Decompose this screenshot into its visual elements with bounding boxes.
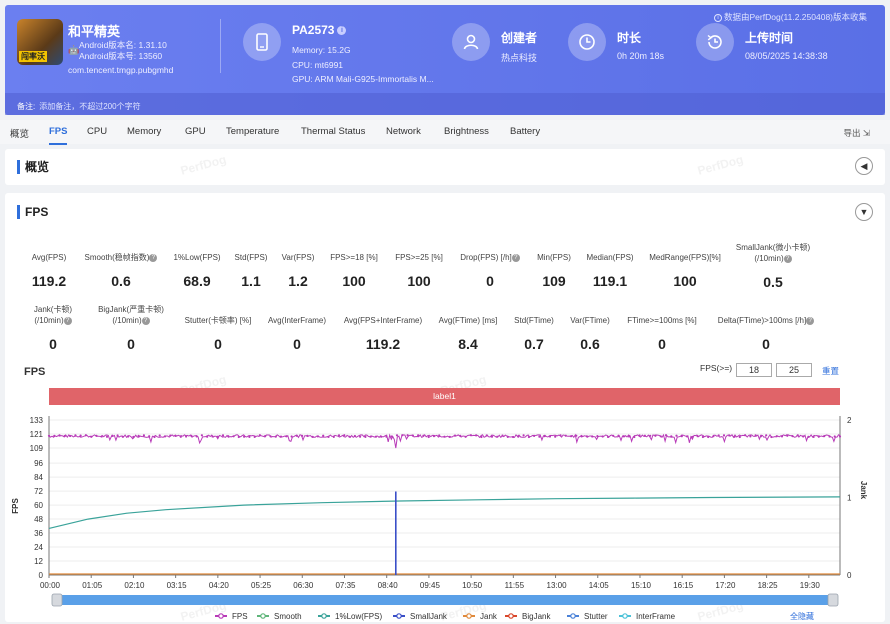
stat-avg-interframe: Avg(InterFrame) 0 [267, 316, 327, 352]
stat-drop-fps: Drop(FPS) [/h]? 0 [454, 252, 526, 289]
stat-medrange-fps: MedRange(FPS)[%] 100 [649, 253, 721, 289]
tab-brightness[interactable]: Brightness [444, 126, 489, 137]
note-input[interactable]: 添加备注，不超过200个字符 [39, 102, 141, 111]
duration-title: 时长 [617, 31, 642, 45]
report-header: 闯率沃 和平精英 🤖 Android版本名: 1.31.10 Android版本… [5, 5, 885, 115]
stat-avg-ftime: Avg(FTime) [ms] 8.4 [438, 316, 498, 352]
metric-tabs: 概览 FPS CPU Memory GPU Temperature Therma… [0, 120, 890, 145]
history-icon [696, 23, 734, 61]
info-icon[interactable]: i [337, 26, 347, 36]
stat-stutter: Stutter(卡顿率) [%] 0 [184, 316, 252, 352]
tab-cpu[interactable]: CPU [87, 126, 108, 137]
tab-overview[interactable]: 概览 [10, 129, 30, 140]
app-icon-tag: 闯率沃 [19, 51, 47, 62]
stat-avg-fps-interframe: Avg(FPS+InterFrame) 119.2 [343, 316, 423, 352]
tab-gpu[interactable]: GPU [185, 126, 206, 137]
stat-delta-ftime: Delta(FTime)>100ms [/h]? 0 [712, 315, 820, 352]
fps-section-title: FPS [17, 205, 48, 219]
reset-button[interactable]: 重置 [822, 366, 840, 376]
phone-icon [243, 23, 281, 61]
stat-small-jank: SmallJank(微小卡顿) (/10min)? 0.5 [735, 243, 811, 290]
tab-network[interactable]: Network [386, 126, 421, 137]
stat-ftime-ge-100: FTime>=100ms [%] 0 [627, 316, 697, 352]
upload-time-value: 08/05/2025 14:38:38 [745, 51, 828, 61]
data-source-note: i 数据由PerfDog(11.2.250408)版本收集 [714, 11, 867, 23]
creator-value: 热点科技 [501, 53, 538, 63]
stat-var-ftime: Var(FTime) 0.6 [570, 316, 610, 352]
fps-threshold-input-1[interactable]: 18 [736, 363, 772, 377]
export-icon: ⇲ [862, 128, 870, 138]
stat-median-fps: Median(FPS) 119.1 [586, 253, 634, 289]
help-icon[interactable]: ? [783, 254, 792, 263]
fps-threshold-input-2[interactable]: 25 [776, 363, 812, 377]
android-icon: 🤖 [68, 45, 80, 55]
stat-avg-fps: Avg(FPS) 119.2 [31, 253, 67, 289]
label-bar[interactable]: label1 [49, 388, 840, 405]
upload-time-title: 上传时间 [745, 31, 794, 45]
app-name: 和平精英 [68, 24, 121, 39]
creator-title: 创建者 [501, 31, 538, 45]
note-bar[interactable]: 备注: 添加备注，不超过200个字符 [5, 93, 885, 115]
stat-fps-ge-18: FPS>=18 [%] 100 [330, 253, 378, 289]
help-icon[interactable]: ? [806, 316, 815, 325]
stat-jank: Jank(卡顿) (/10min)? 0 [33, 305, 73, 352]
tab-temperature[interactable]: Temperature [226, 126, 280, 137]
stat-std-ftime: Std(FTime) 0.7 [514, 316, 554, 352]
chart-title: FPS [24, 366, 46, 378]
user-icon [452, 23, 490, 61]
help-icon[interactable]: ? [63, 316, 72, 325]
package-name: com.tencent.tmgp.pubgmhd [68, 65, 174, 75]
tab-memory[interactable]: Memory [127, 126, 162, 137]
fps-threshold-label: FPS(>=) [700, 363, 733, 373]
app-icon: 闯率沃 [17, 19, 63, 65]
overview-panel: 概览 ◀ [5, 149, 885, 185]
help-icon[interactable]: ? [141, 316, 150, 325]
duration-value: 0h 20m 18s [617, 51, 665, 61]
device-name: PA2573 i [292, 23, 347, 37]
stat-min-fps: Min(FPS) 109 [537, 253, 571, 289]
tab-thermal-status[interactable]: Thermal Status [301, 126, 366, 137]
info-icon: i [714, 13, 723, 22]
android-version-name: Android版本名: 1.31.10 [79, 40, 167, 50]
stat-1pct-low: 1%Low(FPS) 68.9 [173, 253, 221, 289]
device-specs: Memory: 15.2G CPU: mt6991 GPU: ARM Mali-… [292, 43, 434, 87]
stat-smooth: Smooth(稳帧指数)? 0.6 [80, 252, 162, 289]
collapse-down-icon[interactable]: ▼ [855, 203, 873, 221]
stat-fps-ge-25: FPS>=25 [%] 100 [395, 253, 443, 289]
device-cpu: CPU: mt6991 [292, 59, 344, 70]
help-icon[interactable]: ? [149, 253, 158, 262]
device-gpu: GPU: ARM Mali-G925-Immortalis M... [292, 74, 434, 84]
help-icon[interactable]: ? [511, 253, 520, 262]
device-memory: Memory: 15.2G [292, 45, 351, 55]
stat-std-fps: Std(FPS) 1.1 [234, 253, 268, 289]
clock-icon [568, 23, 606, 61]
overview-title: 概览 [17, 160, 49, 174]
collapse-left-icon[interactable]: ◀ [855, 157, 873, 175]
android-version-code: Android版本号: 13560 [79, 51, 163, 61]
stat-var-fps: Var(FPS) 1.2 [281, 253, 315, 289]
tab-fps[interactable]: FPS [49, 126, 68, 145]
export-button[interactable]: 导出 ⇲ [843, 128, 870, 138]
stat-big-jank: BigJank(严重卡顿) (/10min)? 0 [98, 305, 164, 352]
app-version-info: Android版本名: 1.31.10 Android版本号: 13560 [79, 40, 167, 62]
note-label: 备注: [17, 102, 36, 111]
tab-battery[interactable]: Battery [510, 126, 541, 137]
divider [220, 19, 221, 73]
fps-panel: FPS ▼ [5, 193, 885, 622]
